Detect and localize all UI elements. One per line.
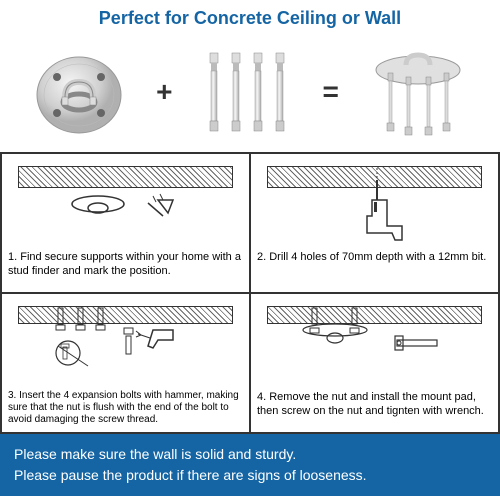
- step-2-diagram: [257, 158, 492, 250]
- step-4: 4. Remove the nut and install the mount …: [250, 293, 499, 433]
- footer-line-1: Please make sure the wall is solid and s…: [14, 444, 486, 465]
- step-3-text: 3. Insert the 4 expansion bolts with ham…: [8, 390, 243, 426]
- step-4-diagram: [257, 298, 492, 390]
- title-text: Perfect for Concrete Ceiling or Wall: [99, 8, 401, 28]
- footer-warning: Please make sure the wall is solid and s…: [0, 434, 500, 496]
- bolts-icon: [200, 45, 295, 140]
- step-2: 2. Drill 4 holes of 70mm depth with a 12…: [250, 153, 499, 293]
- step-1-diagram: [8, 158, 243, 250]
- step-4-text: 4. Remove the nut and install the mount …: [257, 390, 492, 419]
- page-title: Perfect for Concrete Ceiling or Wall: [0, 0, 500, 37]
- assembled-icon: [366, 45, 471, 140]
- step-1: 1. Find secure supports within your home…: [1, 153, 250, 293]
- plus-symbol: +: [156, 76, 172, 108]
- equals-symbol: =: [322, 76, 338, 108]
- footer-line-2: Please pause the product if there are si…: [14, 465, 486, 486]
- steps-grid: 1. Find secure supports within your home…: [0, 152, 500, 434]
- step-3: 3. Insert the 4 expansion bolts with ham…: [1, 293, 250, 433]
- equation-row: +: [0, 37, 500, 152]
- step-3-diagram: [8, 298, 243, 390]
- mount-plate-icon: [29, 47, 129, 137]
- step-1-text: 1. Find secure supports within your home…: [8, 250, 243, 279]
- step-2-text: 2. Drill 4 holes of 70mm depth with a 12…: [257, 250, 492, 264]
